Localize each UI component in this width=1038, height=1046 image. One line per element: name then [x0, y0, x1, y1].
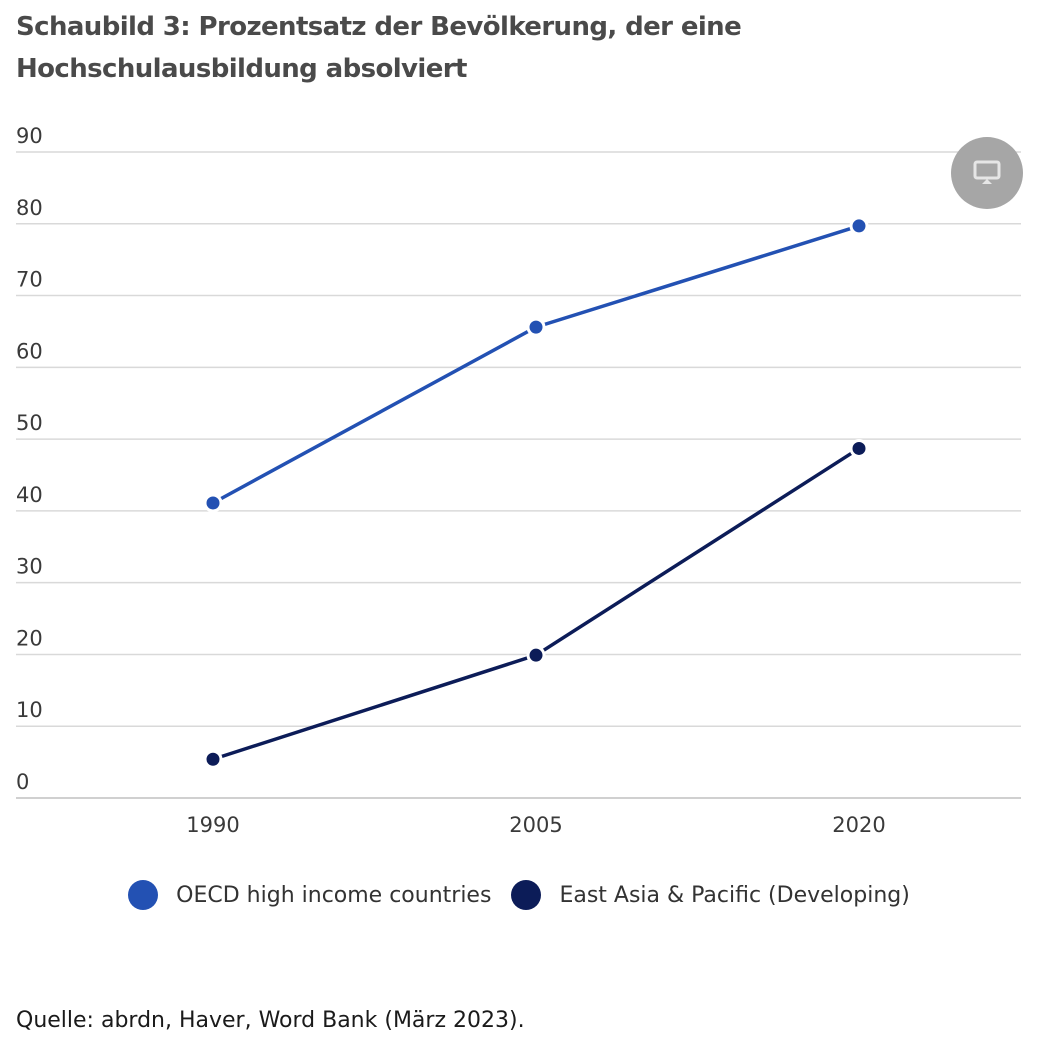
- chart-title: Schaubild 3: Prozentsatz der Bevölkerung…: [16, 12, 742, 84]
- y-tick-label: 10: [16, 698, 43, 722]
- series-layer: [203, 216, 869, 769]
- legend-item-oecd[interactable]: OECD high income countries: [128, 880, 491, 910]
- legend-item-east-asia[interactable]: East Asia & Pacific (Developing): [511, 880, 910, 910]
- line-chart: 0 10 20 30 40 50 60 70 80 90 1990 2005 2020: [16, 124, 1021, 837]
- series-east-asia: [203, 438, 869, 769]
- data-point-2005[interactable]: [526, 645, 546, 665]
- legend-swatch-east-asia: [511, 880, 542, 910]
- x-axis-ticks: 1990 2005 2020: [186, 813, 885, 837]
- series-oecd: [203, 216, 869, 513]
- data-point-1990[interactable]: [203, 749, 223, 769]
- legend-label-east-asia: East Asia & Pacific (Developing): [559, 882, 910, 908]
- monitor-icon: [973, 160, 1001, 184]
- y-tick-label: 40: [16, 483, 43, 507]
- y-axis-ticks: 0 10 20 30 40 50 60 70 80 90: [16, 124, 43, 794]
- data-point-1990[interactable]: [203, 493, 223, 513]
- x-tick-label: 2020: [832, 813, 885, 837]
- y-tick-label: 50: [16, 411, 43, 435]
- legend: OECD high income countries East Asia & P…: [0, 880, 1038, 910]
- y-tick-label: 60: [16, 339, 43, 363]
- data-point-2005[interactable]: [526, 317, 546, 337]
- series-line: [212, 446, 860, 761]
- data-point-2020[interactable]: [849, 216, 869, 236]
- y-tick-label: 30: [16, 555, 43, 579]
- data-point-2020[interactable]: [849, 438, 869, 458]
- y-tick-label: 70: [16, 268, 43, 292]
- series-line: [212, 224, 860, 505]
- legend-swatch-oecd: [128, 880, 159, 910]
- x-tick-label: 2005: [509, 813, 562, 837]
- x-tick-label: 1990: [186, 813, 239, 837]
- gridlines: [16, 151, 1021, 799]
- y-tick-label: 0: [16, 770, 29, 794]
- presentation-mode-button[interactable]: [951, 137, 1023, 209]
- y-tick-label: 20: [16, 626, 43, 650]
- legend-label-oecd: OECD high income countries: [176, 882, 492, 908]
- y-tick-label: 90: [16, 124, 43, 148]
- source-note: Quelle: abrdn, Haver, Word Bank (März 20…: [16, 1008, 525, 1033]
- y-tick-label: 80: [16, 196, 43, 220]
